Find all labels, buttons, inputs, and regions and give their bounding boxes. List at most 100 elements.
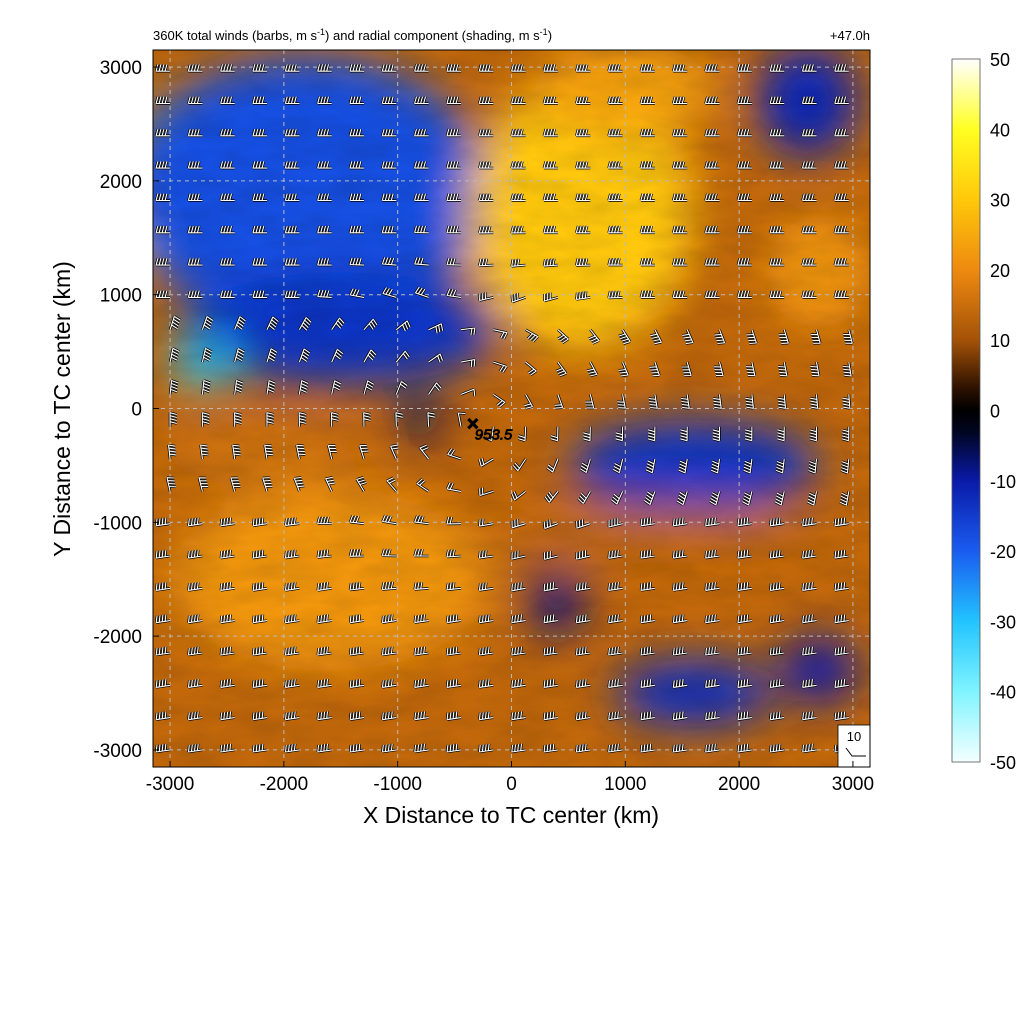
wind-barb	[349, 646, 365, 656]
x-axis: -3000 -2000 -1000 0 1000 2000 3000	[146, 761, 874, 795]
wind-barb	[381, 548, 397, 557]
wind-barb	[317, 646, 332, 656]
wind-barb	[317, 614, 332, 624]
wind-barb	[608, 517, 623, 528]
wind-barb	[155, 96, 171, 105]
x-tick-label: 2000	[718, 774, 760, 795]
wind-barb	[524, 394, 533, 409]
x-tick-label: -3000	[146, 774, 195, 795]
wind-barb	[478, 711, 494, 721]
y-tick-label: -1000	[93, 513, 142, 534]
wind-barb	[266, 348, 278, 363]
wind-barb	[363, 318, 378, 331]
wind-barb	[252, 711, 268, 721]
wind-barb	[618, 329, 631, 345]
x-tick-label: 0	[506, 774, 517, 795]
wind-barb	[252, 614, 268, 624]
wind-barb	[284, 614, 300, 624]
y-tick-label: 2000	[100, 172, 142, 193]
wind-barb	[220, 64, 235, 72]
wind-barb	[428, 353, 444, 363]
colorbar-tick-label: -10	[990, 472, 1016, 492]
wind-barb	[479, 292, 494, 302]
wind-barb	[575, 711, 591, 721]
wind-barb	[317, 582, 332, 591]
wind-barb	[672, 161, 688, 169]
wind-barb	[201, 379, 211, 395]
wind-barb	[457, 412, 466, 427]
wind-barb	[427, 412, 436, 427]
x-tick-label: -2000	[260, 774, 309, 795]
wind-barb	[317, 96, 332, 105]
wind-barb	[737, 193, 752, 202]
wind-barb	[155, 193, 171, 202]
wind-barb	[284, 225, 300, 234]
wind-barb	[187, 646, 203, 656]
wind-barb	[187, 96, 203, 105]
wind-barb	[317, 516, 332, 525]
wind-barb	[737, 258, 752, 266]
wind-barb	[587, 361, 598, 377]
wind-barb	[414, 679, 429, 688]
wind-barb	[478, 161, 494, 169]
wind-barb	[317, 258, 332, 266]
wind-barb	[575, 291, 591, 300]
wind-barb	[712, 426, 721, 442]
wind-barb	[155, 225, 171, 234]
wind-barb	[284, 582, 300, 591]
wind-barb	[349, 257, 365, 266]
wind-barb	[546, 458, 559, 473]
wind-barb	[381, 128, 397, 137]
wind-barb	[672, 517, 688, 527]
wind-barb	[769, 64, 785, 72]
wind-barb	[608, 646, 623, 656]
wind-barb	[672, 64, 688, 72]
wind-barb	[446, 679, 462, 688]
wind-barb	[330, 412, 339, 427]
wind-barb	[382, 287, 397, 298]
wind-barb	[478, 743, 494, 753]
wind-barb	[608, 128, 623, 137]
wind-barb	[640, 161, 655, 169]
colorbar	[951, 58, 981, 763]
wind-barb	[705, 582, 720, 591]
wind-barb	[834, 161, 849, 169]
wind-barb	[284, 679, 300, 688]
wind-barb	[802, 549, 817, 559]
wind-barb	[834, 711, 849, 721]
wind-barb	[672, 225, 688, 234]
wind-barb	[232, 444, 241, 460]
wind-barb	[359, 444, 369, 460]
wind-barb	[252, 258, 267, 266]
wind-barb	[446, 711, 462, 721]
wind-barb	[737, 96, 752, 105]
wind-barb	[446, 128, 461, 137]
wind-barb	[742, 491, 753, 506]
wind-barb	[842, 394, 851, 409]
wind-barb	[511, 614, 526, 624]
wind-barb	[640, 517, 655, 527]
wind-barb	[575, 258, 591, 266]
wind-barb	[349, 161, 364, 169]
colorbar-tick-label: 10	[990, 331, 1010, 351]
wind-barb	[550, 426, 559, 442]
wind-barb	[331, 317, 345, 331]
wind-barb	[705, 517, 720, 527]
wind-barb	[802, 614, 817, 624]
wind-barb	[252, 582, 268, 591]
wind-barb	[252, 646, 268, 656]
wind-barb	[588, 329, 600, 345]
wind-barb	[298, 317, 312, 331]
wind-barb	[284, 258, 300, 266]
wind-barb	[284, 646, 300, 656]
wind-barb	[834, 96, 849, 105]
wind-barb	[511, 225, 526, 234]
wind-barb	[252, 679, 268, 688]
wind-barb	[317, 743, 332, 753]
wind-barb	[395, 350, 410, 363]
wind-barb	[801, 193, 817, 202]
wind-barb	[446, 96, 461, 105]
wind-barb	[381, 514, 397, 525]
reference-barb-box: 10	[837, 724, 870, 767]
wind-barb	[640, 582, 655, 591]
